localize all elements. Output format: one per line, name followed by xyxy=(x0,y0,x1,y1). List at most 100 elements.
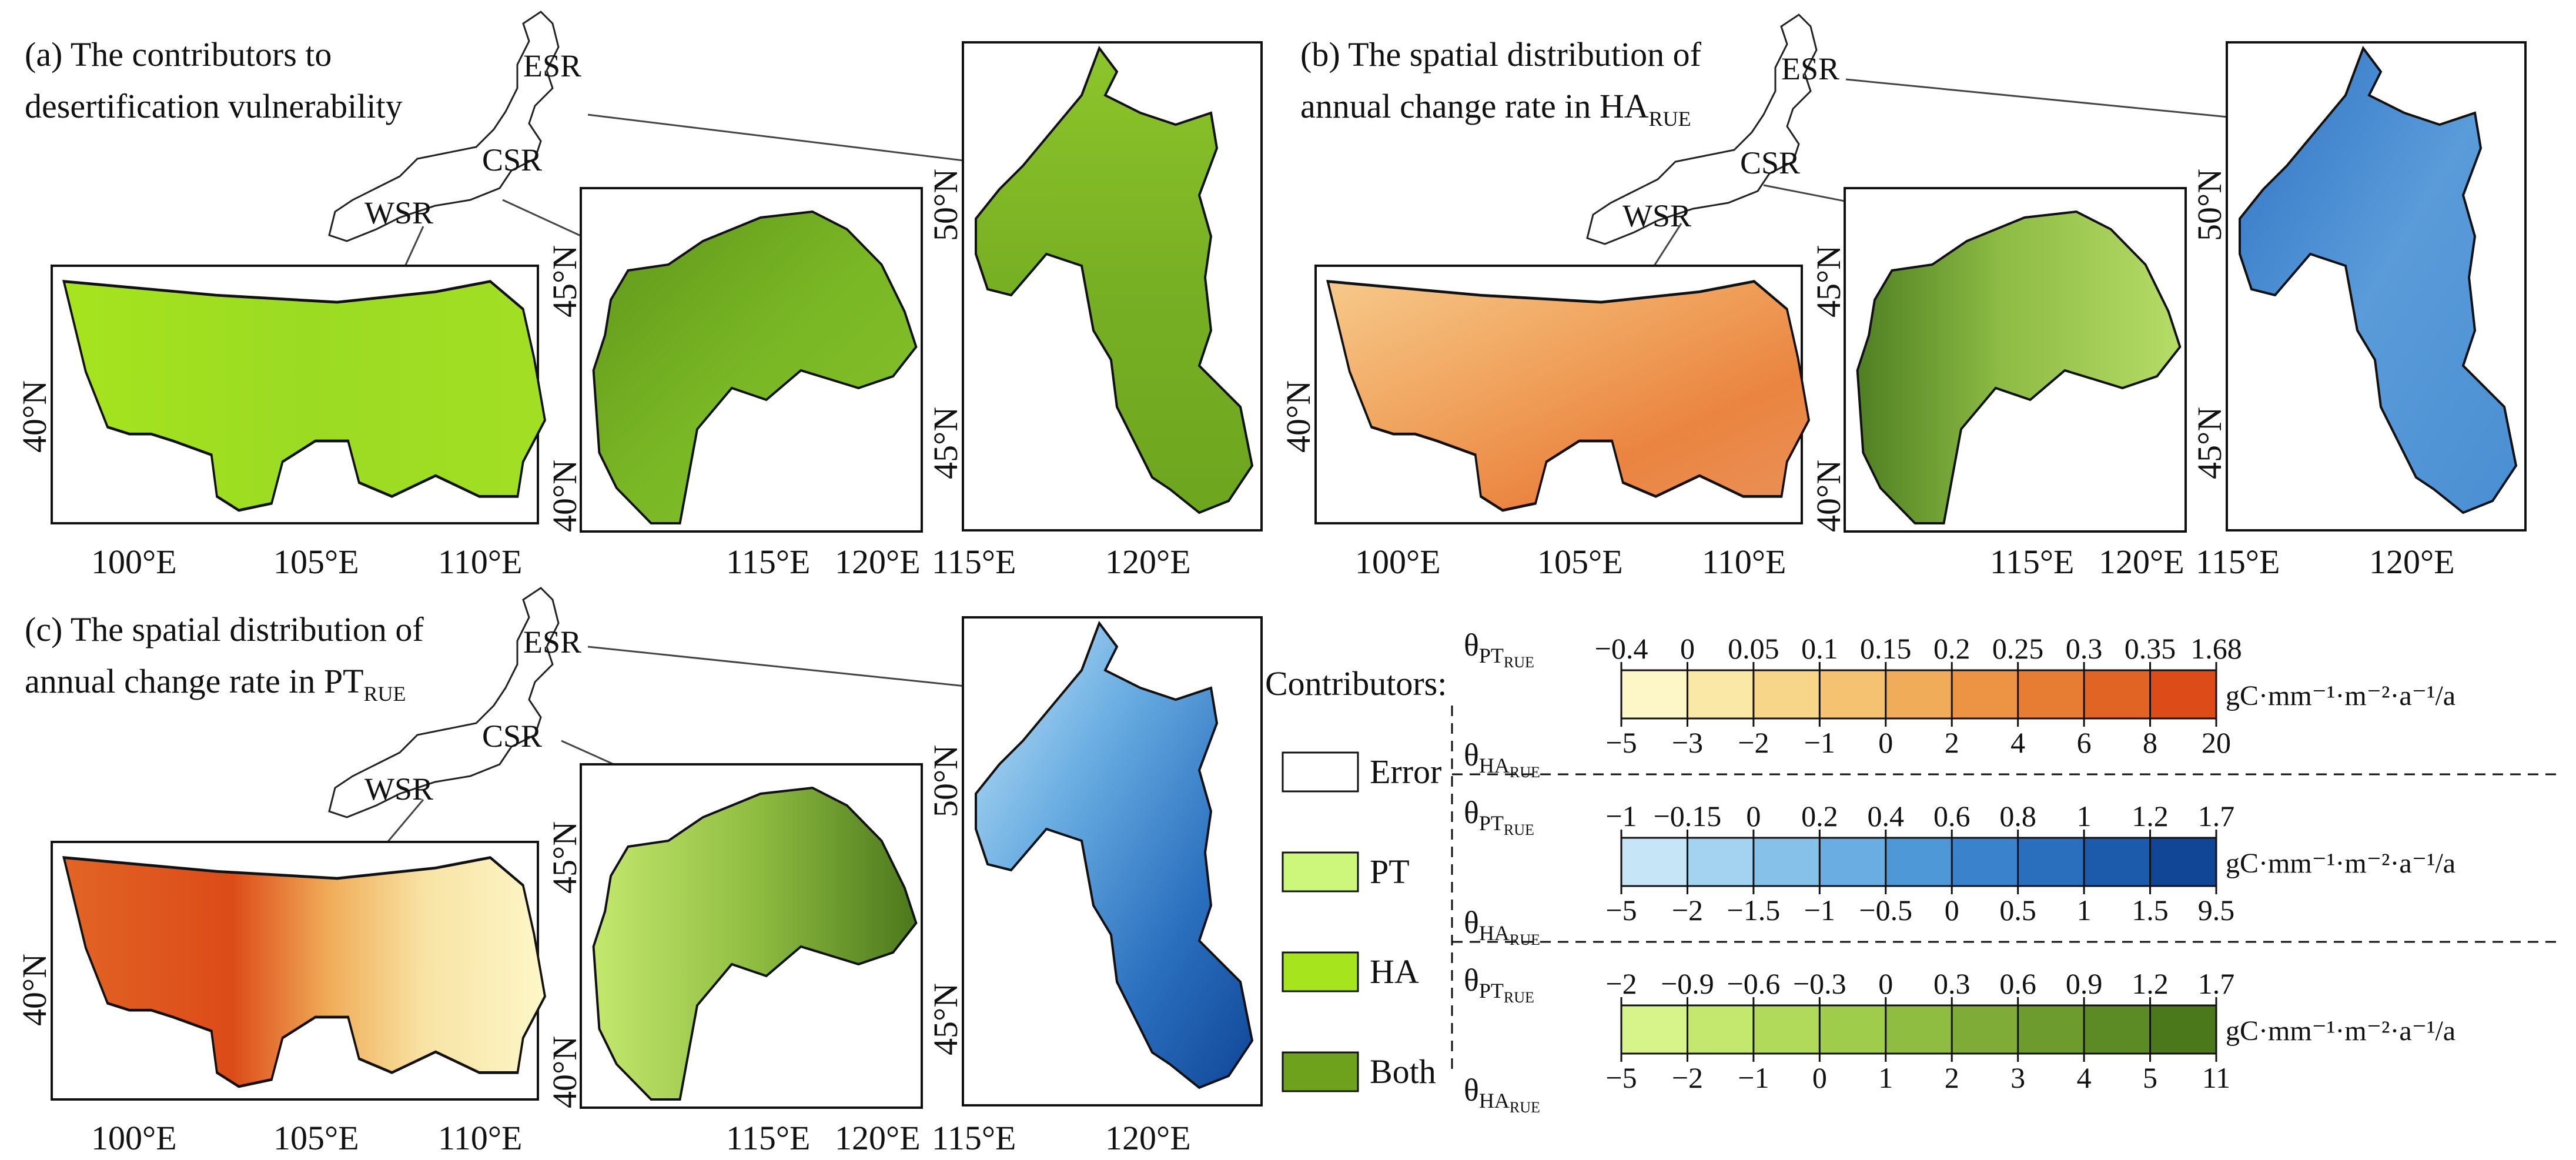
colorbar-3-ha-label-3: 0 xyxy=(1812,1061,1827,1094)
legend-title: Contributors: xyxy=(1265,664,1447,703)
panel-c-wsr-x-tick-100: 100°E xyxy=(91,1119,177,1157)
colorbar-2-segment-7 xyxy=(2084,838,2150,886)
panel-c-esr-x-tick-115: 115°E xyxy=(932,1119,1016,1157)
colorbar-3-ha-label-7: 4 xyxy=(2077,1061,2092,1094)
legend-swatch-pt xyxy=(1282,851,1359,892)
colorbar-3-ha-label-9: 11 xyxy=(2202,1061,2230,1094)
panel-c-esr-y-tick-45: 45°N xyxy=(926,983,965,1055)
panel-b-wsr-y-tick-40: 40°N xyxy=(1279,380,1317,453)
panel-c-esr-x-tick-120: 120°E xyxy=(1105,1119,1191,1157)
colorbar-1-segment-4 xyxy=(1885,670,1952,718)
colorbar-1-segment-7 xyxy=(2084,670,2150,718)
panel-c-inset-map: ESR CSR WSR xyxy=(328,587,581,818)
colorbar-1-segment-2 xyxy=(1753,670,1820,718)
colorbar-1-segment-3 xyxy=(1819,670,1886,718)
colorbars: θPTRUE θHARUE −0.4 −5 0 −3 0.05 −2 0.1 −1 0.15 0 0.2… xyxy=(1452,627,2557,1116)
panel-b-wsr-x-tick-100: 100°E xyxy=(1355,543,1441,581)
colorbar-2-ha-label-1: −2 xyxy=(1672,894,1703,927)
colorbar-3-segment-1 xyxy=(1687,1005,1754,1054)
colorbar-2-pt-label-6: 0.8 xyxy=(1999,800,2036,833)
colorbar-2-segment-2 xyxy=(1753,838,1820,886)
colorbar-2: θPTRUE θHARUE −1 −5 −0.15 −2 0 −1.5 0.2 −1 0.4 −0.5… xyxy=(1452,795,2557,948)
colorbar-3-pt-label-4: 0 xyxy=(1878,967,1893,1000)
panel-a-wsr-x-tick-100: 100°E xyxy=(91,543,177,581)
panel-a-wsr-x-tick-105: 105°E xyxy=(273,543,359,581)
colorbar-1-pt-label-3: 0.1 xyxy=(1801,632,1838,665)
panel-c-wsr-y-tick-40: 40°N xyxy=(15,954,53,1026)
colorbar-2-ha-label-9: 9.5 xyxy=(2198,894,2235,927)
colorbar-1-pt-label-2: 0.05 xyxy=(1728,632,1779,665)
panel-a-label-esr: ESR xyxy=(523,48,581,83)
colorbar-1-ha-label-8: 8 xyxy=(2143,726,2157,759)
panel-c-csr-y-tick-40: 40°N xyxy=(546,1036,584,1108)
colorbar-3-pt-label-7: 0.9 xyxy=(2066,967,2103,1000)
panel-c-label-csr: CSR xyxy=(482,718,542,754)
colorbar-2-ha-label-4: −0.5 xyxy=(1859,894,1912,927)
colorbar-3-ha-label-2: −1 xyxy=(1738,1061,1769,1094)
colorbar-3-segment-7 xyxy=(2084,1005,2150,1054)
panel-c-label-wsr: WSR xyxy=(364,771,433,807)
colorbar-1-segment-1 xyxy=(1687,670,1754,718)
colorbar-3-pt-label-1: −0.9 xyxy=(1661,967,1714,1000)
colorbar-2-segment-8 xyxy=(2150,838,2216,886)
colorbar-1-ha-label-1: −3 xyxy=(1672,726,1703,759)
colorbar-1-pt-label-7: 0.3 xyxy=(2066,632,2103,665)
colorbar-3-segment-3 xyxy=(1819,1005,1886,1054)
panel-c-label-esr: ESR xyxy=(523,624,581,660)
legend-label-error: Error xyxy=(1370,753,1441,791)
panel-c-title-main: annual change rate in PT xyxy=(25,662,364,700)
panel-b-leader-esr xyxy=(1845,78,2234,119)
colorbar-1-theta-pt: θPTRUE xyxy=(1464,627,1534,671)
panel-a-csr-x-tick-120: 120°E xyxy=(835,543,921,581)
colorbar-2-ha-label-2: −1.5 xyxy=(1727,894,1781,927)
panel-b-title-line2: annual change rate in HARUE xyxy=(1300,87,1691,131)
colorbar-3-ha-label-1: −2 xyxy=(1672,1061,1703,1094)
colorbar-1-ha-label-6: 4 xyxy=(2010,726,2025,759)
panel-a-esr-x-tick-115: 115°E xyxy=(932,543,1016,581)
colorbar-2-pt-label-9: 1.7 xyxy=(2198,800,2235,833)
panel-b-label-csr: CSR xyxy=(1740,145,1800,180)
colorbar-2-ha-label-0: −5 xyxy=(1605,894,1637,927)
colorbar-1-segment-6 xyxy=(2018,670,2085,718)
legend-label-both: Both xyxy=(1370,1052,1436,1091)
colorbar-1-ha-label-4: 0 xyxy=(1878,726,1893,759)
panel-c-wsr-x-tick-110: 110°E xyxy=(438,1119,522,1157)
panel-b-wsr-x-tick-105: 105°E xyxy=(1537,543,1623,581)
colorbar-3-segment-0 xyxy=(1621,1005,1688,1054)
colorbar-1-segment-8 xyxy=(2150,670,2216,718)
panel-b-csr-x-tick-120: 120°E xyxy=(2099,543,2184,581)
panel-a-wsr-x-tick-110: 110°E xyxy=(438,543,522,581)
panel-c-leader-esr xyxy=(587,646,982,689)
colorbar-2-theta-ha: θHARUE xyxy=(1464,905,1540,948)
colorbar-2-segment-3 xyxy=(1819,838,1886,886)
colorbar-1-segment-5 xyxy=(1952,670,2018,718)
colorbar-2-segment-1 xyxy=(1687,838,1754,886)
colorbar-3: θPTRUE θHARUE −2 −5 −0.9 −2 −0.6 −1 −0.3 0 0 1 0.3 2 0… xyxy=(1464,962,2455,1116)
panel-a-csr-x-tick-115: 115°E xyxy=(726,543,810,581)
panel-a-esr-x-tick-120: 120°E xyxy=(1105,543,1191,581)
colorbar-3-theta-ha: θHARUE xyxy=(1464,1072,1540,1116)
panel-c-csr-y-tick-45: 45°N xyxy=(546,821,584,894)
panel-a: (a) The contributors to desertification … xyxy=(15,11,1263,581)
colorbar-1-ha-label-9: 20 xyxy=(2202,726,2231,759)
colorbar-2-segment-4 xyxy=(1885,838,1952,886)
panel-a-title-line1: (a) The contributors to xyxy=(25,35,332,73)
colorbar-2-pt-label-5: 0.6 xyxy=(1933,800,1971,833)
colorbar-1-ha-label-0: −5 xyxy=(1605,726,1637,759)
colorbar-3-unit: gC·mm⁻¹·m⁻²·a⁻¹/a xyxy=(2226,1015,2455,1047)
colorbar-2-pt-label-3: 0.2 xyxy=(1801,800,1838,833)
legend-label-ha: HA xyxy=(1370,952,1419,991)
colorbar-2-unit: gC·mm⁻¹·m⁻²·a⁻¹/a xyxy=(2226,848,2455,879)
panel-b: (b) The spatial distribution of annual c… xyxy=(1279,14,2527,581)
panel-c-csr-x-tick-120: 120°E xyxy=(835,1119,921,1157)
legend-swatch-both xyxy=(1282,1051,1359,1092)
colorbar-2-ha-label-8: 1.5 xyxy=(2132,894,2169,927)
colorbar-1-ha-label-7: 6 xyxy=(2077,726,2092,759)
colorbar-3-ha-label-6: 3 xyxy=(2010,1061,2025,1094)
panel-b-title-main: annual change rate in HA xyxy=(1300,87,1649,125)
colorbar-1-pt-label-9: 1.68 xyxy=(2190,632,2242,665)
panel-c-title-line1: (c) The spatial distribution of xyxy=(25,610,424,648)
colorbar-1-ha-label-2: −2 xyxy=(1738,726,1769,759)
colorbar-3-ha-label-4: 1 xyxy=(1878,1061,1893,1094)
